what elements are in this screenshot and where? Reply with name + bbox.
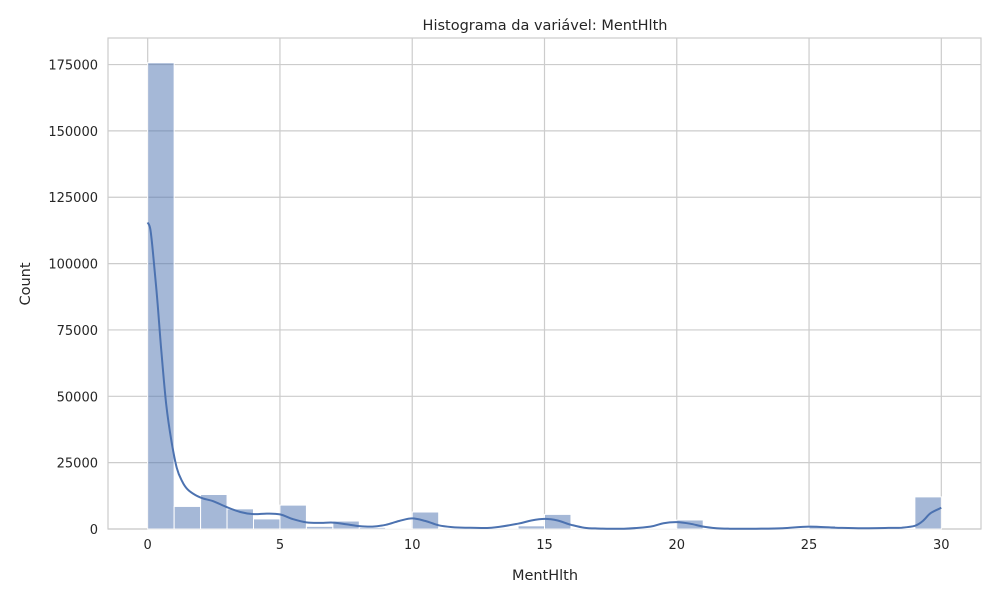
histogram-bar (253, 518, 281, 530)
y-tick-label: 75000 (57, 324, 98, 339)
x-tick-label: 30 (933, 538, 950, 553)
x-tick-label: 5 (276, 538, 284, 553)
histogram-bar (517, 525, 546, 530)
y-tick-label: 50000 (57, 390, 98, 405)
chart-title: Histograma da variável: MentHlth (423, 18, 668, 34)
kde-line (146, 222, 942, 530)
y-tick-label: 0 (90, 523, 98, 538)
x-tick-label: 15 (536, 538, 553, 553)
x-tick-label: 20 (668, 538, 685, 553)
tick-labels: 0 5 10 15 20 25 30 0 25000 50000 75000 100000 125000… (48, 59, 949, 553)
x-tick-label: 10 (404, 538, 421, 553)
histogram-bar (305, 525, 334, 530)
histogram-bars (147, 62, 942, 530)
x-tick-label: 25 (801, 538, 818, 553)
y-tick-label: 175000 (48, 59, 98, 74)
x-tick-label: 0 (144, 538, 152, 553)
y-axis-label: Count (18, 262, 34, 305)
y-tick-label: 100000 (48, 258, 98, 273)
histogram-bar (173, 505, 202, 530)
histogram-bar (544, 513, 572, 530)
histogram-bar (147, 62, 175, 530)
kde-curve (146, 222, 942, 530)
y-tick-label: 150000 (48, 125, 98, 140)
y-tick-label: 25000 (57, 457, 98, 472)
histogram-bar (358, 526, 387, 530)
histogram-bar (279, 504, 307, 530)
y-tick-label: 125000 (48, 191, 98, 206)
x-axis-label: MentHlth (512, 568, 578, 584)
